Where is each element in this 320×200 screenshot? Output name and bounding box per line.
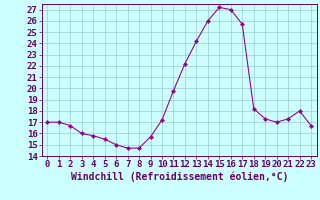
X-axis label: Windchill (Refroidissement éolien,°C): Windchill (Refroidissement éolien,°C)	[70, 172, 288, 182]
